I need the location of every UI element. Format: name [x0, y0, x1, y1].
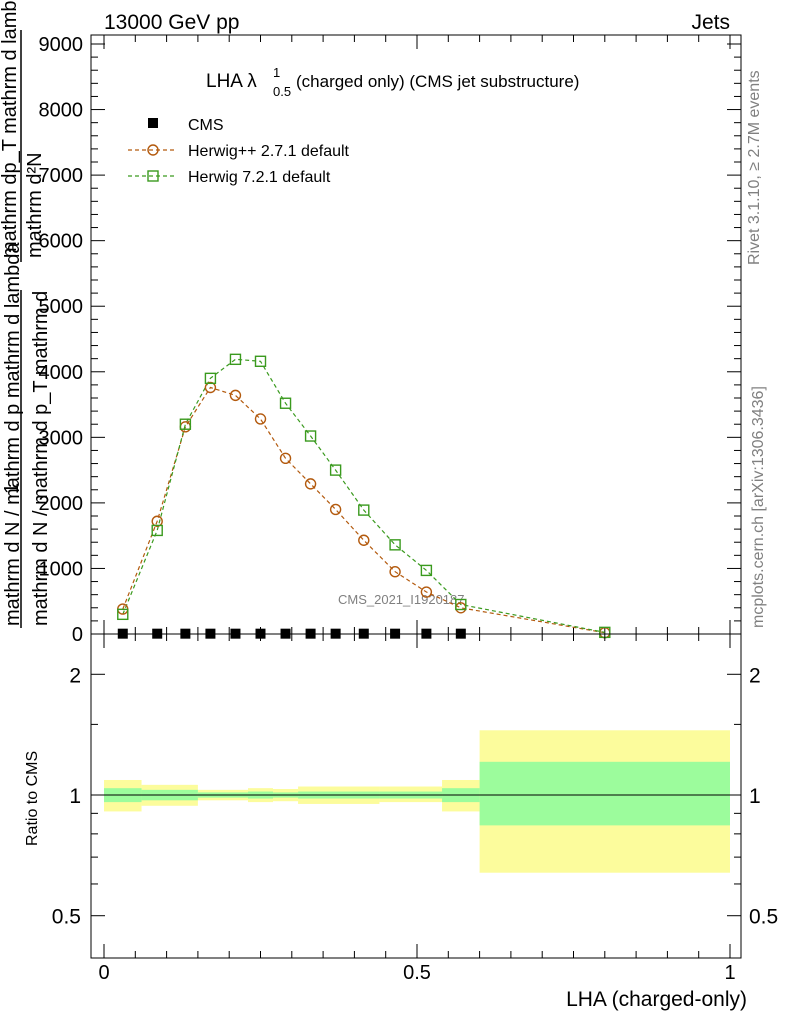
herwigpp-point — [279, 452, 292, 465]
y-tick-label: 1000 — [39, 558, 84, 580]
ratio-y-tick-label: 2 — [69, 664, 81, 687]
ratio-panel-axes: 0.5 0.5 1 1 2 2 0 0.5 1 — [52, 634, 778, 984]
herwigpp-point — [254, 413, 267, 425]
ratio-y-tick-label-right: 0.5 — [749, 906, 778, 929]
herwig7-point — [420, 564, 433, 577]
ratio-y-tick-label-right: 2 — [749, 664, 761, 687]
herwigpp-point — [204, 381, 217, 394]
x-tick-label: 0.5 — [403, 962, 431, 984]
herwig7-point — [358, 504, 370, 516]
title-sub: 0.5 — [273, 84, 291, 99]
herwigpp-point — [358, 534, 370, 546]
ratio-y-tick-label-right: 1 — [749, 785, 761, 808]
herwigpp-point — [389, 566, 401, 578]
y-tick-label: 8000 — [39, 100, 84, 122]
legend-herwig7-label: Herwig 7.2.1 default — [188, 169, 331, 186]
ratio-y-tick-label: 0.5 — [52, 906, 81, 929]
plot-title: LHA λ 1 0.5 (charged only) (CMS jet subs… — [206, 65, 579, 99]
y-tick-label: 7000 — [39, 165, 84, 187]
mcplots-info: mcplots.cern.ch [arXiv:1306.3436] — [750, 386, 767, 628]
y-tick-label: 4000 — [39, 362, 84, 384]
rivet-info: Rivet 3.1.10, ≥ 2.7M events — [746, 70, 763, 265]
herwigpp-point — [304, 478, 317, 490]
legend-cms-marker — [148, 118, 158, 128]
y-tick-label: 2000 — [39, 493, 84, 515]
title-rest: (charged only) (CMS jet substructure) — [296, 72, 579, 91]
y-tick-label: 5000 — [39, 296, 84, 318]
y-axis-label-top: mathrm d²N mathrm dp_T mathrm d lambda 1… — [0, 0, 52, 628]
legend-herwig7-marker — [147, 170, 159, 182]
x-tick-label: 0 — [98, 962, 109, 984]
herwig7-point — [329, 464, 342, 476]
ratio-band-inner — [479, 761, 730, 826]
y-tick-label: 3000 — [39, 427, 84, 449]
herwig7-point — [204, 372, 217, 385]
y-tick-label: 6000 — [39, 231, 84, 253]
herwig7-point — [229, 353, 242, 366]
herwig7-point — [455, 598, 467, 611]
legend: CMS Herwig++ 2.7.1 default Herwig 7.2.1 … — [128, 117, 350, 186]
y-label-line1: mathrm d N / mathrm d p_T mathrm d — [30, 291, 52, 626]
herwig7-point — [279, 397, 292, 409]
herwigpp-point — [229, 389, 242, 402]
herwig7-point — [254, 355, 267, 367]
herwig7-point — [179, 418, 192, 430]
x-tick-label: 1 — [724, 962, 735, 984]
herwig7-point — [151, 524, 163, 537]
ratio-y-label: Ratio to CMS — [24, 751, 41, 846]
ratio-uncertainty-bands — [91, 730, 741, 873]
herwigpp-point — [420, 586, 433, 598]
herwig7-point — [117, 608, 129, 621]
y-tick-label: 0 — [72, 624, 83, 646]
ratio-y-tick-label: 1 — [69, 785, 81, 808]
y-tick-label: 9000 — [39, 34, 84, 56]
top-panel-axes: 0 1000 2000 3000 4000 5000 6000 7000 8000 9000 — [39, 34, 741, 646]
herwigpp-point — [329, 503, 342, 516]
herwig7-point — [389, 539, 401, 551]
energy-label: 13000 GeV pp — [104, 11, 239, 34]
ratio-panel-frame — [90, 633, 742, 959]
legend-herwigpp-marker — [147, 144, 159, 156]
category-label: Jets — [691, 11, 730, 34]
title-main: LHA λ — [206, 71, 257, 92]
series-line-herwig7 — [122, 358, 605, 633]
legend-cms-label: CMS — [188, 117, 224, 134]
herwigpp-point — [151, 515, 163, 527]
x-axis-label: LHA (charged-only) — [566, 988, 747, 1011]
y-label-one: 1 — [1, 483, 23, 494]
y-label-line2: mathrm d N / mathrm d p mathrm d lambda — [2, 242, 24, 626]
y-label-frac-mid: mathrm dp_T mathrm d lambda — [0, 0, 21, 258]
y-label-frac-top: mathrm d²N — [24, 152, 46, 258]
title-sup: 1 — [273, 65, 280, 80]
legend-herwigpp-label: Herwig++ 2.7.1 default — [188, 143, 350, 160]
analysis-watermark: CMS_2021_I1920187 — [338, 592, 465, 607]
series-line-herwigpp — [122, 386, 605, 634]
herwig7-point — [304, 430, 317, 442]
